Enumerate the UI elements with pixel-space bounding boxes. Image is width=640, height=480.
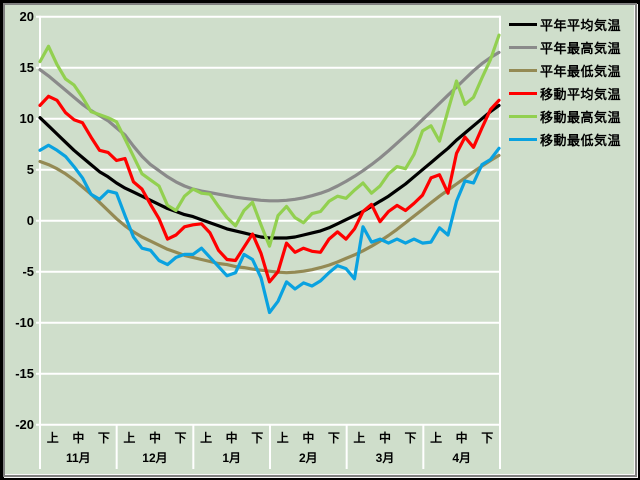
legend-item-normal-avg: 平年平均気温: [509, 17, 622, 33]
legend-item-normal-max: 平年最高気温: [509, 40, 622, 56]
x-period-label: 上: [200, 431, 213, 445]
y-tick-label: 0: [26, 212, 34, 228]
series-line-moving-max: [38, 33, 501, 248]
legend-label: 平年最高気温: [540, 40, 622, 56]
y-tick-label: -5: [22, 263, 34, 279]
x-period-label: 上: [353, 431, 366, 445]
x-month-label: 1月: [222, 451, 241, 465]
series-line-moving-min: [38, 143, 501, 315]
x-month-label: 4月: [452, 451, 471, 465]
y-tick-label: -15: [15, 365, 34, 381]
x-period-label: 下: [404, 431, 417, 445]
x-month-label: 11月: [65, 451, 91, 465]
x-period-label: 上: [46, 431, 59, 445]
x-period-label: 上: [430, 431, 443, 445]
y-tick-label: 5: [26, 161, 34, 177]
x-period-label: 下: [481, 431, 494, 445]
legend-line-swatch: [509, 22, 537, 26]
legend-line-swatch: [509, 91, 537, 95]
series-line-normal-avg: [38, 103, 501, 240]
y-tick-label: 15: [19, 59, 34, 75]
legend-line-swatch: [509, 114, 537, 118]
series-line-moving-avg: [38, 94, 501, 284]
legend: 平年平均気温 平年最高気温 平年最低気温 移動平均気温 移動最高気温 移動最低気…: [509, 17, 622, 148]
legend-line-swatch: [509, 68, 537, 72]
series-line-normal-min: [38, 153, 501, 275]
x-month-label: 3月: [375, 451, 395, 465]
y-tick-label: 20: [19, 8, 34, 24]
x-period-label: 中: [378, 431, 391, 445]
x-period-label: 中: [72, 431, 85, 445]
legend-label: 平年平均気温: [540, 17, 622, 33]
legend-item-normal-min: 平年最低気温: [509, 63, 622, 79]
x-month-label: 2月: [298, 451, 318, 465]
series-line-normal-max: [38, 50, 501, 203]
x-period-label: 下: [327, 431, 340, 445]
legend-item-moving-avg: 移動平均気温: [509, 86, 622, 102]
legend-label: 移動最高気温: [540, 109, 622, 125]
x-period-label: 下: [97, 431, 110, 445]
legend-item-moving-max: 移動最高気温: [509, 109, 622, 125]
x-period-label: 上: [123, 431, 136, 445]
x-month-label: 12月: [142, 451, 168, 465]
x-period-label: 上: [276, 431, 289, 445]
y-tick-label: 10: [19, 110, 34, 126]
x-period-label: 中: [225, 431, 238, 445]
x-period-label: 中: [302, 431, 315, 445]
legend-label: 移動平均気温: [540, 86, 622, 102]
legend-label: 移動最低気温: [540, 132, 622, 148]
y-tick-label: -10: [15, 314, 34, 330]
legend-label: 平年最低気温: [540, 63, 622, 79]
x-period-label: 下: [251, 431, 264, 445]
x-period-label: 中: [148, 431, 161, 445]
x-period-label: 下: [174, 431, 187, 445]
legend-item-moving-min: 移動最低気温: [509, 132, 622, 148]
x-period-label: 中: [455, 431, 468, 445]
y-tick-label: -20: [15, 416, 34, 432]
legend-line-swatch: [509, 137, 537, 141]
legend-line-swatch: [509, 45, 537, 49]
